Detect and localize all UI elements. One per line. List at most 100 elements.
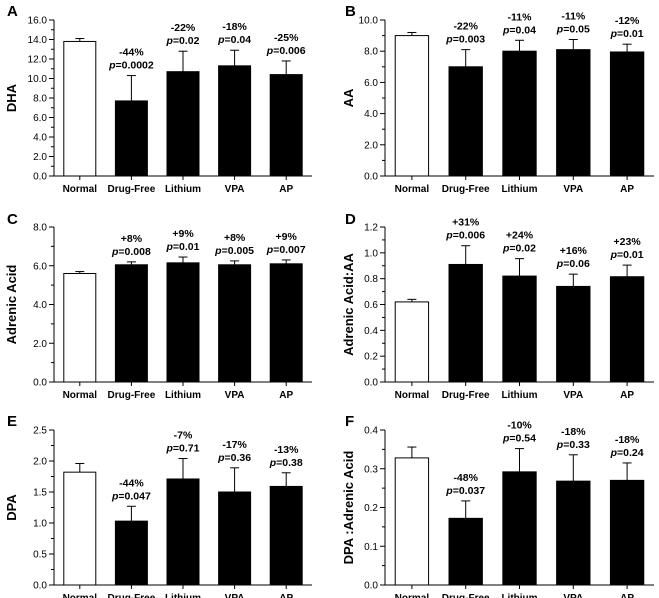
p-value: =0.008 xyxy=(118,246,151,258)
p-symbol: p xyxy=(217,34,225,46)
percent-change-label: +8% xyxy=(121,233,143,245)
bar-lithium xyxy=(502,471,537,586)
p-symbol: p xyxy=(266,45,274,57)
x-tick-label: Drug-Free xyxy=(108,184,156,195)
y-tick-label: 0.0 xyxy=(364,378,378,389)
p-value: =0.38 xyxy=(276,457,303,469)
p-value-label: p=0.005 xyxy=(214,245,254,257)
percent-change-label: -25% xyxy=(274,32,299,44)
panel-d: D Adrenic Acid:AA 0.0 0.2 0.4 0.6 0.8 1.0 1.2 Nor… xyxy=(341,211,654,401)
bar-ap xyxy=(269,74,303,177)
y-tick-label: 1.2 xyxy=(364,223,378,234)
p-symbol: p xyxy=(445,485,453,497)
p-value: =0.02 xyxy=(509,243,536,255)
p-value-label: p=0.006 xyxy=(445,230,485,242)
bar-normal xyxy=(394,35,430,177)
percent-change-label: -18% xyxy=(222,21,247,33)
p-symbol: p xyxy=(610,28,618,40)
p-value: =0.0002 xyxy=(115,60,153,72)
bar-lithium xyxy=(502,275,537,383)
percent-change-label: -44% xyxy=(119,477,144,489)
p-value-label: p=0.0002 xyxy=(108,60,154,72)
percent-change-label: -11% xyxy=(508,11,533,23)
y-tick-label: 6.0 xyxy=(364,78,378,89)
bar-ap xyxy=(609,479,645,586)
panel-a: A DHA 0.0 2.0 4.0 6.0 8.0 10.0 12.0 14.0 16.0 Norma… xyxy=(4,3,312,195)
x-tick-label: Drug-Free xyxy=(442,184,490,195)
bar-lithium xyxy=(502,50,537,177)
p-value: =0.006 xyxy=(453,230,486,242)
p-symbol: p xyxy=(610,249,618,261)
panel-letter: D xyxy=(345,211,356,228)
percent-change-label: -7% xyxy=(174,430,193,442)
percent-change-label: -17% xyxy=(222,439,247,451)
x-tick-label: VPA xyxy=(563,390,583,401)
y-tick-label: 8.0 xyxy=(364,47,378,58)
p-symbol: p xyxy=(556,24,564,36)
p-value: =0.33 xyxy=(563,439,590,451)
p-symbol: p xyxy=(445,230,453,242)
p-symbol: p xyxy=(556,258,564,270)
p-symbol: p xyxy=(111,490,119,502)
bar-normal xyxy=(63,273,97,383)
p-value: =0.04 xyxy=(225,34,252,46)
x-tick-label: Lithium xyxy=(501,593,537,598)
y-tick-label: 14.0 xyxy=(28,35,48,46)
y-tick-label: 2.0 xyxy=(33,457,47,468)
p-value-label: p=0.54 xyxy=(502,433,536,445)
p-symbol: p xyxy=(610,447,618,459)
p-value: =0.047 xyxy=(118,490,151,502)
x-tick-label: Normal xyxy=(63,390,98,401)
p-symbol: p xyxy=(217,452,225,464)
bar-ap xyxy=(609,51,645,177)
y-tick-label: 16.0 xyxy=(28,16,48,27)
p-value: =0.05 xyxy=(563,24,590,36)
p-value-label: p=0.04 xyxy=(502,24,536,36)
percent-change-label: +16% xyxy=(560,245,588,257)
p-value: =0.71 xyxy=(173,443,200,455)
p-value: =0.01 xyxy=(173,241,200,253)
x-tick-label: AP xyxy=(279,593,293,598)
p-value: =0.36 xyxy=(225,452,252,464)
y-tick-label: 0.6 xyxy=(364,300,378,311)
x-tick-label: Lithium xyxy=(501,390,537,401)
y-axis-label: Adrenic Acid xyxy=(4,265,19,345)
percent-change-label: -11% xyxy=(561,11,586,23)
panel-e: EDPA0.00.51.01.52.02.5NormalDrug-Freep=0… xyxy=(4,413,312,598)
p-value-label: p=0.71 xyxy=(166,443,200,455)
bar-ap xyxy=(269,263,303,383)
y-tick-label: 1.0 xyxy=(364,248,378,259)
p-value: =0.01 xyxy=(617,28,644,40)
x-tick-label: Lithium xyxy=(165,390,201,401)
p-value-label: p=0.047 xyxy=(111,490,151,502)
p-value-label: p=0.037 xyxy=(445,485,485,497)
p-value-label: p=0.008 xyxy=(111,246,151,258)
x-tick-label: VPA xyxy=(225,184,245,195)
x-tick-label: AP xyxy=(620,184,634,195)
x-tick-label: VPA xyxy=(563,593,583,598)
y-tick-label: 10.0 xyxy=(359,16,379,27)
x-tick-label: Drug-Free xyxy=(108,593,156,598)
x-tick-label: Normal xyxy=(395,593,430,598)
y-tick-label: 4.0 xyxy=(33,300,47,311)
y-tick-label: 0.5 xyxy=(33,550,47,561)
p-value-label: p=0.04 xyxy=(217,34,251,46)
p-value: =0.01 xyxy=(617,249,644,261)
bar-normal xyxy=(394,301,430,383)
p-value-label: p=0.06 xyxy=(556,258,590,270)
y-tick-label: 1.5 xyxy=(33,488,47,499)
p-value: =0.04 xyxy=(509,24,536,36)
bar-vpa xyxy=(218,491,252,586)
p-value-label: p=0.33 xyxy=(556,439,590,451)
y-tick-label: 0.2 xyxy=(364,503,378,514)
y-tick-label: 0.0 xyxy=(364,581,378,592)
x-tick-label: Normal xyxy=(395,390,430,401)
p-symbol: p xyxy=(502,24,510,36)
p-symbol: p xyxy=(166,241,174,253)
y-tick-label: 0.0 xyxy=(33,172,47,183)
y-tick-label: 0.3 xyxy=(364,464,378,475)
x-tick-label: AP xyxy=(620,390,634,401)
y-tick-label: 0.0 xyxy=(33,378,47,389)
p-value: =0.007 xyxy=(273,244,306,256)
percent-change-label: -48% xyxy=(453,472,478,484)
